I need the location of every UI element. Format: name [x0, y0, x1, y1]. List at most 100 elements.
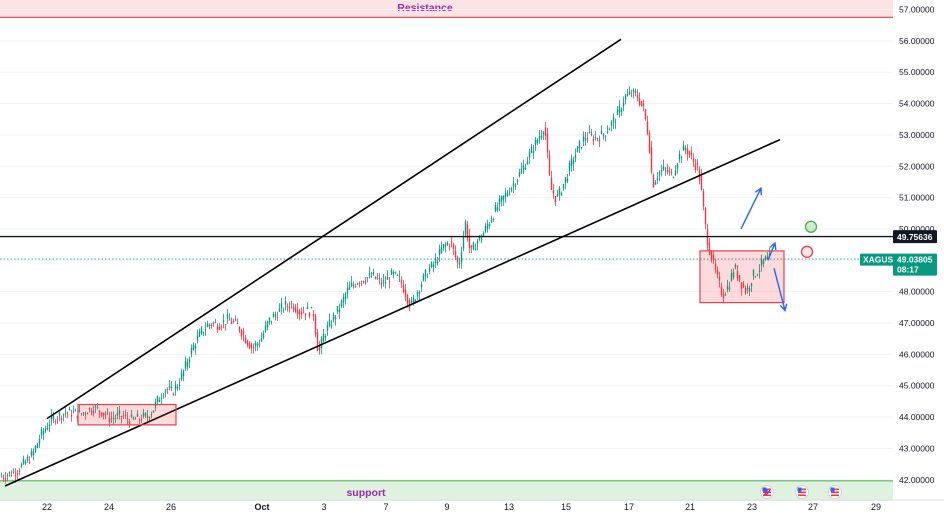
candle-body: [682, 145, 685, 151]
price-axis[interactable]: 57.00000 56.00000 55.00000 54.00000 53.00000…: [860, 0, 944, 513]
projection-arrow-1[interactable]: [740, 187, 762, 230]
trendline-2[interactable]: [4, 138, 781, 487]
candle-body: [696, 163, 699, 165]
candle-body: [606, 131, 609, 133]
candle-body: [362, 281, 365, 283]
candle-body: [258, 343, 261, 345]
candle-body: [460, 252, 463, 263]
candle-body: [60, 417, 63, 420]
candle-body: [730, 273, 733, 281]
candle-body: [204, 329, 207, 331]
consolidation-box-1[interactable]: [77, 403, 177, 426]
candle-body: [632, 89, 635, 92]
candle-body: [118, 410, 121, 414]
candle-body: [216, 326, 219, 330]
candle-body: [644, 109, 647, 119]
marker-circle-2[interactable]: [800, 245, 814, 258]
candle-body: [256, 343, 259, 346]
time-axis[interactable]: 22 24 26 Oct 3 7 9 13 15 17 21 23 27 29: [0, 499, 944, 512]
candle-body: [360, 281, 363, 283]
candle-body: [100, 412, 103, 417]
candle-body: [260, 338, 263, 342]
candle-body: [196, 335, 199, 341]
candle-body: [584, 138, 587, 141]
consolidation-box-2[interactable]: [699, 250, 785, 304]
candle-body: [482, 233, 485, 237]
candle-body: [280, 303, 283, 309]
candle-body: [84, 413, 87, 415]
support-zone[interactable]: [0, 480, 893, 501]
candle-body: [278, 308, 281, 312]
candle-body: [670, 171, 673, 173]
candle-body: [174, 384, 177, 390]
candle-body: [44, 428, 47, 432]
candle-body: [342, 297, 345, 303]
symbol-tag-text: XAGUSD: [863, 255, 899, 265]
candle-body: [16, 473, 19, 475]
candle-body: [734, 264, 737, 268]
candle-body: [236, 323, 239, 325]
candle-body: [324, 336, 327, 338]
flag-stripe: [798, 494, 806, 497]
candle-body: [374, 276, 377, 279]
event-icons[interactable]: [760, 485, 842, 499]
projection-arrow-3[interactable]: [773, 267, 786, 311]
trendline-1[interactable]: [46, 38, 622, 420]
candle-body: [378, 278, 381, 280]
flag-stripe: [798, 488, 806, 491]
candle-body: [82, 412, 85, 414]
candle-body: [544, 127, 547, 137]
flag-stripe: [763, 494, 771, 497]
candle-body: [390, 270, 393, 275]
resistance-zone[interactable]: [0, 0, 893, 18]
candle-body: [102, 412, 105, 416]
candle-body: [510, 188, 513, 191]
candle-body: [514, 185, 517, 187]
candle-body: [614, 121, 617, 123]
price-tick-label: 46.00000: [899, 349, 935, 359]
symbol-tag[interactable]: [860, 253, 894, 266]
projection-arrow-2[interactable]: [767, 242, 776, 261]
lightning-icon: [763, 488, 771, 496]
candle-body: [78, 410, 81, 412]
marker-circle-1[interactable]: [804, 220, 818, 233]
candle-body: [344, 294, 347, 299]
flag-stripe: [798, 491, 806, 494]
candle-body: [326, 325, 329, 331]
candle-body: [624, 95, 627, 100]
candle-body: [748, 288, 751, 292]
candle-body: [28, 462, 31, 464]
candle-body: [452, 243, 455, 249]
candle-body: [218, 327, 221, 330]
candle-body: [150, 414, 153, 416]
candle-body: [128, 421, 131, 425]
candle-body: [430, 262, 433, 268]
candle-body: [592, 138, 595, 142]
candle-body: [62, 413, 65, 415]
candle-body: [520, 168, 523, 174]
candle-body: [328, 319, 331, 326]
candle-body: [146, 416, 149, 418]
countdown-text: 08:17: [897, 265, 919, 275]
candle-body: [658, 171, 661, 175]
candle-body: [166, 388, 169, 390]
candle-body: [382, 280, 385, 282]
candle-body: [502, 195, 505, 200]
level-price-tag[interactable]: [893, 230, 937, 244]
flag-stripe: [763, 491, 771, 494]
candle-body: [156, 395, 159, 403]
candle-body: [480, 238, 483, 240]
price-tick-label: 56.00000: [899, 36, 935, 46]
candle-body: [332, 314, 335, 320]
candle-body: [666, 170, 669, 173]
candle-body: [266, 321, 269, 328]
current-price-tag[interactable]: [893, 253, 937, 276]
candle-body: [504, 192, 507, 197]
candle-body: [200, 328, 203, 334]
drawings-layer[interactable]: [0, 38, 893, 487]
candle-body: [248, 343, 251, 349]
candle-body: [292, 306, 295, 310]
candle-body: [512, 183, 515, 187]
candle-body: [356, 283, 359, 285]
